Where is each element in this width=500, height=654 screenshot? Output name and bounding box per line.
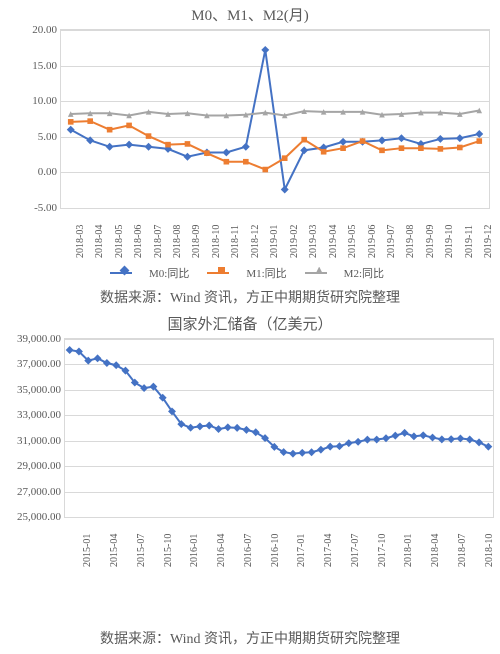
chart1-plot: -5.000.005.0010.0015.0020.002018-032018-…: [60, 29, 490, 209]
chart1-source: 数据来源：Wind 资讯，方正中期期货研究院整理: [0, 287, 500, 307]
chart1-legend: M0:同比 M1:同比 M2:同比: [0, 265, 500, 281]
chart1-title: M0、M1、M2(月): [0, 4, 500, 25]
legend-item: M1:同比: [207, 265, 292, 281]
legend-item: M2:同比: [305, 265, 390, 281]
chart2-source: 数据来源：Wind 资讯，方正中期期货研究院整理: [0, 628, 500, 648]
legend-item: M0:同比: [110, 265, 195, 281]
chart2-title: 国家外汇储备（亿美元）: [0, 313, 500, 334]
chart2-plot: 25,000.0027,000.0029,000.0031,000.0033,0…: [64, 338, 494, 518]
